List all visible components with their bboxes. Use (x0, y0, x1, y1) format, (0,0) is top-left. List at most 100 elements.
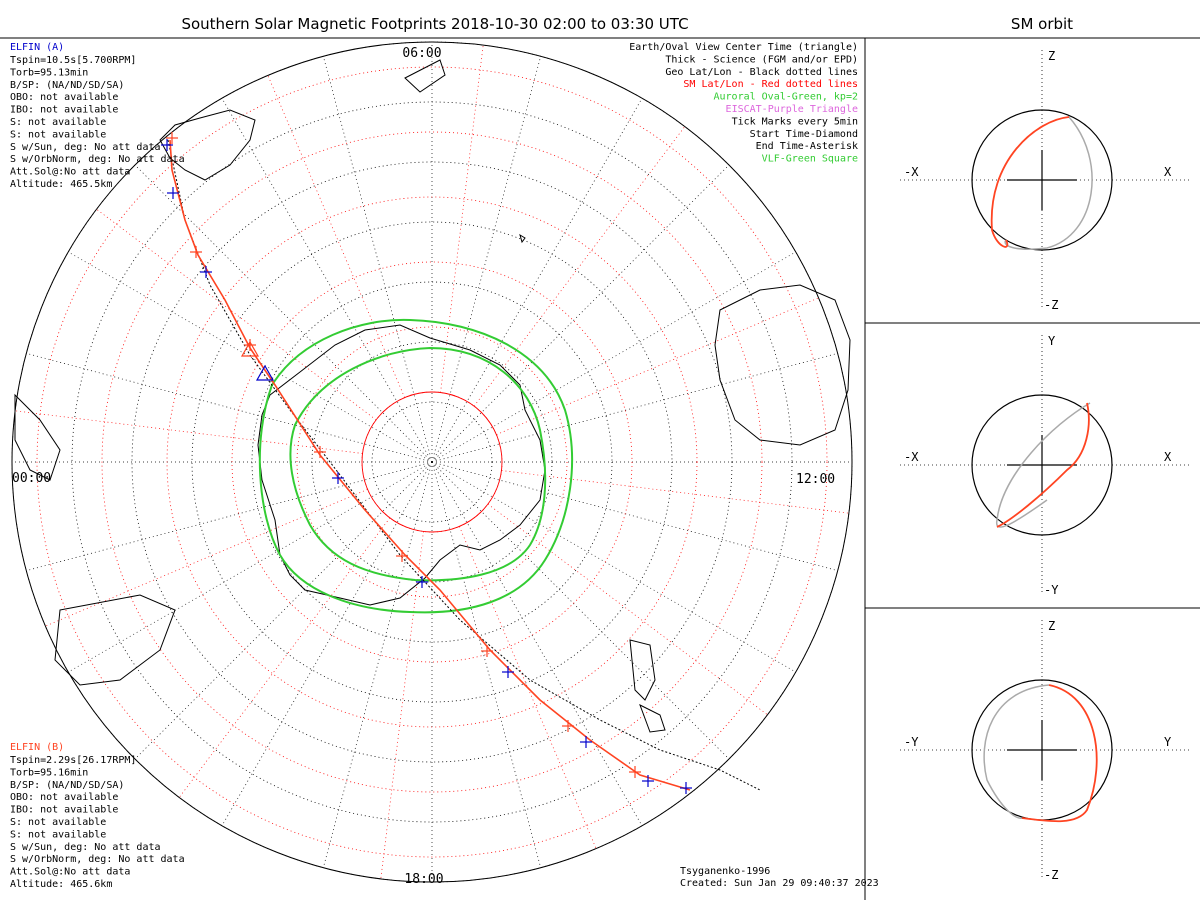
info-line: IBO: not available (10, 805, 118, 816)
orbit-label-top: Z (1048, 49, 1055, 63)
geo-latitude-circle (11, 41, 853, 883)
info-line: Tspin=10.5s[5.700RPM] (10, 55, 136, 66)
sm-meridian (473, 126, 686, 407)
sm-meridian (487, 503, 768, 716)
info-line: Att.Sol@:No att data (10, 167, 130, 178)
antarctica-coast (257, 324, 546, 606)
geo-meridian (431, 164, 730, 463)
footprint-tracks (167, 139, 761, 791)
geo-footprint-b (167, 139, 761, 791)
info-line: B/SP: (NA/ND/SD/SA) (10, 80, 124, 91)
geo-meridian (431, 56, 542, 463)
info-line: S: not available (10, 129, 106, 140)
info-line: S w/Sun, deg: No att data (10, 842, 161, 853)
elfin-a-tick (416, 576, 428, 588)
orbit-label-right: X (1164, 450, 1172, 464)
auroral-oval (258, 318, 574, 614)
elfin-b-tick (562, 720, 574, 732)
legend-entry: Earth/Oval View Center Time (triangle) (629, 42, 858, 53)
elfin-a-tick (580, 736, 592, 748)
legend: Earth/Oval View Center Time (triangle)Th… (629, 42, 858, 165)
geo-meridian (26, 352, 433, 463)
info-line: B/SP: (NA/ND/SD/SA) (10, 780, 124, 791)
coastlines (14, 59, 851, 733)
sm-grid (15, 45, 849, 879)
elfin-b-tick (481, 645, 493, 657)
info-line: Torb=95.16min (10, 767, 88, 778)
orbit-label-left: -X (904, 450, 919, 464)
info-line: Att.Sol@:No att data (10, 867, 130, 878)
sm-meridian (45, 489, 368, 627)
orbit-label-top: Z (1048, 619, 1055, 633)
elfin-a-tick (161, 139, 173, 151)
info-line: S: not available (10, 829, 106, 840)
orbit-path-red (990, 116, 1070, 248)
geo-meridian (431, 461, 796, 673)
info-line: S w/OrbNorm, deg: No att data (10, 854, 185, 865)
legend-entry: End Time-Asterisk (756, 141, 858, 152)
info-line: OBO: not available (10, 92, 118, 103)
geo-meridian (322, 56, 433, 463)
orbit-label-right: X (1164, 165, 1172, 179)
elfin-a-name: ELFIN (A) (10, 42, 64, 53)
figure-frame (0, 37, 1200, 900)
info-line: Altitude: 465.6km (10, 879, 112, 890)
orbit-title: SM orbit (1011, 15, 1073, 33)
elfin-a-tick (167, 187, 179, 199)
info-line: Torb=95.13min (10, 67, 88, 78)
earth-circle (971, 394, 1113, 536)
track-ticks (161, 132, 692, 794)
orbit-panel-3: Z -Z -Y Y (900, 619, 1190, 882)
sm-meridian (178, 517, 391, 798)
legend-entry: Start Time-Diamond (750, 129, 858, 140)
clock-label-left: 00:00 (12, 471, 51, 486)
clock-label-bottom: 18:00 (404, 872, 443, 887)
orbit-label-right: Y (1164, 735, 1172, 749)
earth-circle (971, 109, 1113, 251)
orbit-path-gray (983, 684, 1050, 819)
geo-meridian (431, 98, 643, 463)
polar-map: 06:00 00:00 12:00 18:00 (11, 41, 853, 887)
geo-grid (11, 41, 853, 883)
elfin-b-tick (629, 766, 641, 778)
legend-entry: SM Lat/Lon - Red dotted lines (683, 79, 858, 90)
orbit-path-gray (996, 402, 1091, 528)
orbit-panels: Z -Z -X X Y -Y -X X Z -Z -Y Y (900, 49, 1190, 882)
info-line: S: not available (10, 117, 106, 128)
orbit-label-left: -X (904, 165, 919, 179)
elfin-a-tick (642, 775, 654, 787)
orbit-label-bottom: -Z (1044, 298, 1058, 312)
clock-label-top: 06:00 (402, 46, 441, 61)
orbit-path-red (996, 402, 1090, 528)
legend-entry: Geo Lat/Lon - Black dotted lines (665, 67, 858, 78)
info-line: Tspin=2.29s[26.17RPM] (10, 755, 136, 766)
oval-outer (258, 318, 574, 614)
legend-entry: Tick Marks every 5min (732, 116, 858, 127)
sm-latitude-circle (101, 131, 763, 793)
info-line: S w/OrbNorm, deg: No att data (10, 154, 185, 165)
africa-coast (14, 393, 61, 481)
elfin-a-info: ELFIN (A) Tspin=10.5s[5.700RPM]Torb=95.1… (10, 42, 185, 190)
sm-latitude-circle (166, 196, 698, 728)
orbit-label-bottom: -Y (1044, 583, 1059, 597)
info-line: S w/Sun, deg: No att data (10, 142, 161, 153)
legend-entry: Auroral Oval-Green, kp=2 (714, 92, 859, 103)
new-zealand-coast (629, 639, 666, 733)
sm-inner-circle (361, 391, 503, 533)
geo-meridian (431, 461, 838, 572)
sm-meridian (380, 531, 424, 879)
model-label: Tsyganenko-1996 (680, 866, 770, 877)
geo-meridian (431, 461, 542, 868)
geo-meridian (431, 461, 643, 826)
elfin-b-center-triangle (240, 340, 260, 357)
elfin-a-tick (502, 666, 514, 678)
indian-ocean-islands (54, 59, 526, 686)
info-line: IBO: not available (10, 105, 118, 116)
elfin-b-tick (166, 132, 178, 144)
info-line: S: not available (10, 817, 106, 828)
sm-meridian (96, 208, 377, 421)
orbit-label-bottom: -Z (1044, 868, 1058, 882)
geo-meridian (431, 352, 838, 463)
orbit-label-left: -Y (904, 735, 919, 749)
